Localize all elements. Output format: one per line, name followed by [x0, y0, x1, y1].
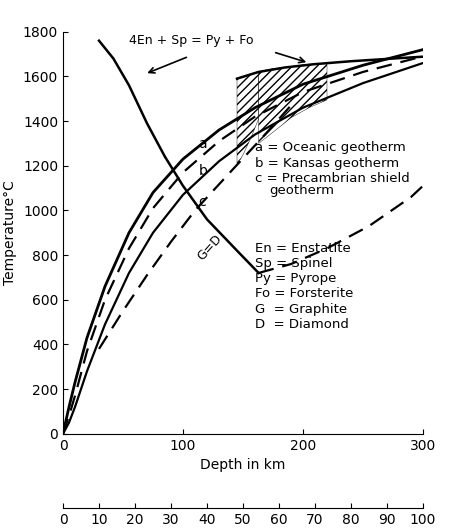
Text: geotherm: geotherm — [270, 184, 334, 197]
Text: b = Kansas geotherm: b = Kansas geotherm — [255, 157, 399, 170]
Text: c = Precambrian shield: c = Precambrian shield — [255, 172, 410, 185]
Text: G  = Graphite: G = Graphite — [255, 303, 347, 316]
Text: c: c — [198, 195, 206, 209]
Text: En = Enstatite: En = Enstatite — [255, 242, 351, 255]
X-axis label: Depth in km: Depth in km — [200, 458, 286, 472]
Text: Sp = Spinel: Sp = Spinel — [255, 257, 333, 270]
Y-axis label: Temperature°C: Temperature°C — [3, 180, 18, 285]
Text: Py = Pyrope: Py = Pyrope — [255, 272, 337, 285]
Text: 4En + Sp = Py + Fo: 4En + Sp = Py + Fo — [129, 34, 253, 47]
Text: a = Oceanic geotherm: a = Oceanic geotherm — [255, 141, 406, 154]
Text: Fo = Forsterite: Fo = Forsterite — [255, 287, 353, 300]
Text: G=D: G=D — [195, 232, 225, 262]
Text: a: a — [198, 137, 207, 151]
Text: D  = Diamond: D = Diamond — [255, 318, 349, 331]
Text: b: b — [198, 163, 207, 178]
